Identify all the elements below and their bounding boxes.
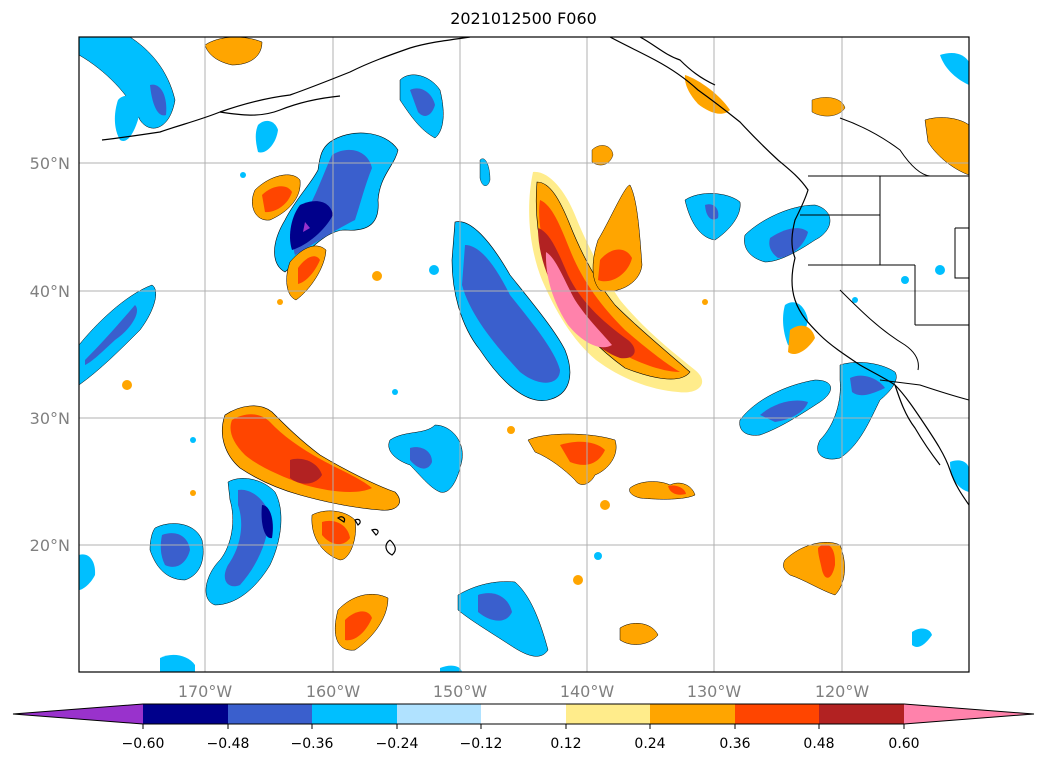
state-borders [800, 117, 969, 401]
lat-label: 20°N [30, 536, 70, 555]
colorbar-segment [650, 704, 735, 724]
colorbar-segment [397, 704, 481, 724]
colorbar-extend-max [904, 704, 1034, 724]
colorbar-tick-label: 0.24 [634, 736, 665, 752]
longitude-labels: 170°W 160°W 150°W 140°W 130°W 120°W [178, 682, 870, 701]
colorbar-segment [819, 704, 904, 724]
colorbar: −0.60 −0.48 −0.36 −0.24 −0.12 0.12 0.24 … [12, 703, 1035, 752]
lat-label: 30°N [30, 409, 70, 428]
colorbar-tick-label: −0.12 [460, 736, 503, 752]
lon-label: 140°W [560, 682, 615, 701]
lat-label: 40°N [30, 282, 70, 301]
lon-label: 160°W [306, 682, 361, 701]
colorbar-extend-min [13, 704, 143, 724]
lon-label: 120°W [815, 682, 870, 701]
colorbar-segment [312, 704, 397, 724]
colorbar-segment [228, 704, 312, 724]
positive-anomaly-central-band [529, 171, 703, 393]
colorbar-tick-label: −0.36 [291, 736, 334, 752]
map-frame [78, 36, 970, 673]
lon-label: 150°W [433, 682, 488, 701]
colorbar-tick-label: 0.36 [719, 736, 750, 752]
colorbar-segment [143, 704, 228, 724]
coastlines [101, 37, 969, 556]
lat-label: 50°N [30, 154, 70, 173]
lon-label: 130°W [687, 682, 742, 701]
lon-label: 170°W [178, 682, 233, 701]
graticule [79, 37, 969, 672]
colorbar-tick-label: −0.24 [376, 736, 419, 752]
contour-fields [79, 37, 969, 672]
max-anomaly-core [545, 252, 612, 348]
colorbar-tick-label: 0.12 [550, 736, 581, 752]
colorbar-segment [735, 704, 819, 724]
latitude-labels: 50°N 40°N 30°N 20°N [30, 154, 70, 555]
colorbar-segment [566, 704, 650, 724]
colorbar-segment [481, 704, 566, 724]
map-title: 2021012500 F060 [450, 9, 597, 28]
colorbar-tick-label: 0.60 [888, 736, 919, 752]
colorbar-tick-label: −0.60 [122, 736, 165, 752]
colorbar-tick-label: −0.48 [207, 736, 250, 752]
colorbar-tick-label: 0.48 [803, 736, 834, 752]
